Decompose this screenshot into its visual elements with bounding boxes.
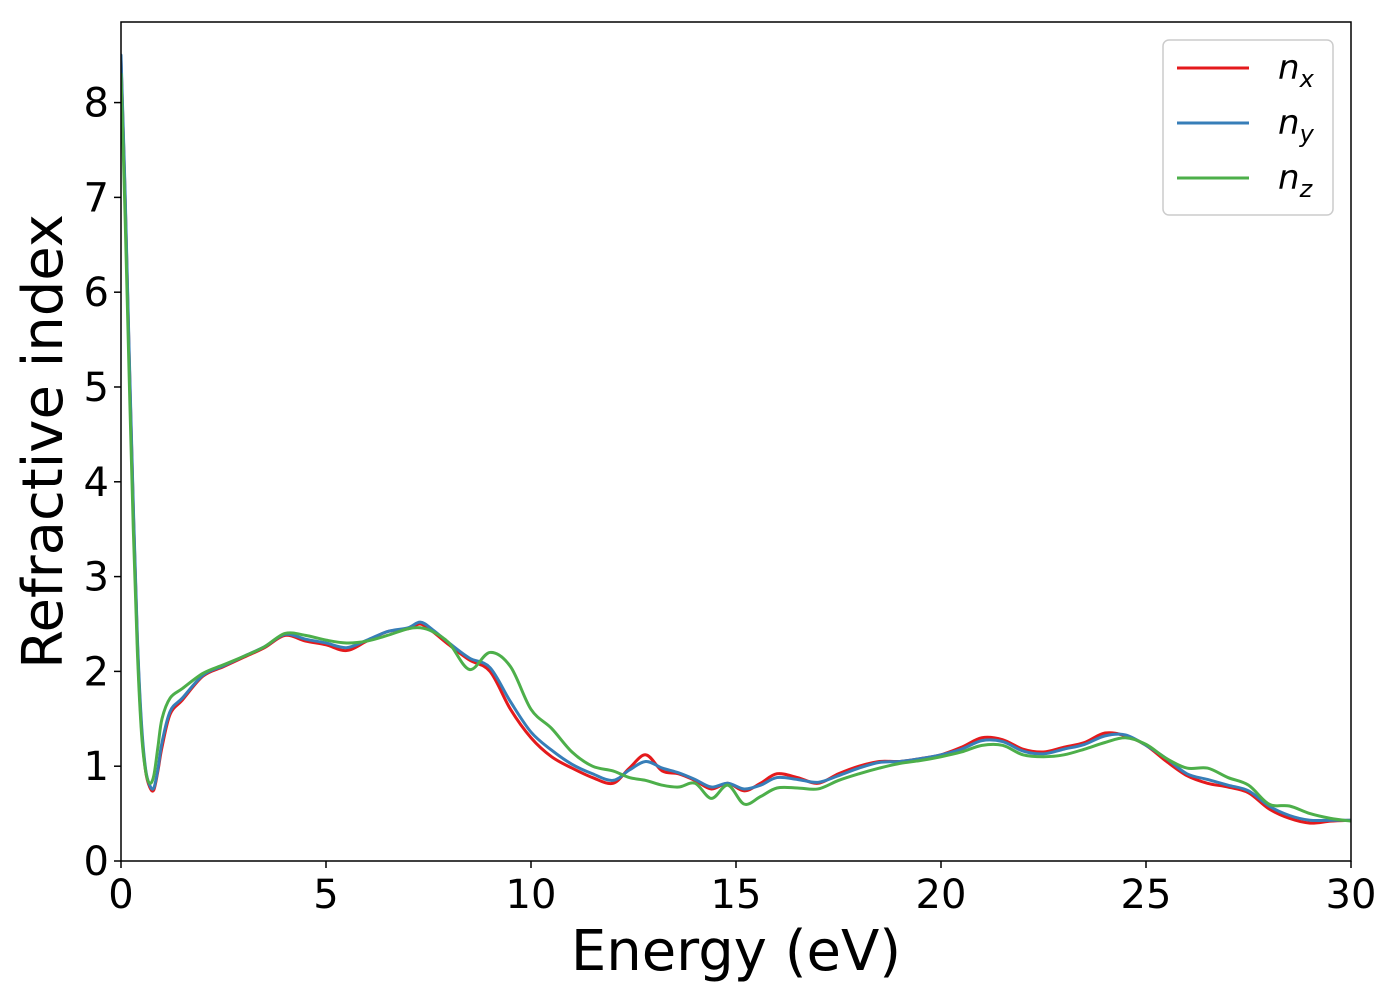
y-tick-label: 1 [84,744,109,790]
y-tick-label: 2 [84,649,109,695]
x-axis-ticks: 0 5 10 15 20 25 30 [108,861,1376,918]
y-tick-label: 3 [84,555,109,601]
series-line-ny [121,53,1351,823]
x-tick-label: 5 [313,872,338,918]
y-tick-label: 5 [84,365,109,411]
legend-label-nx: nx [1278,48,1315,93]
series-layer [121,53,1351,825]
x-tick-label: 30 [1326,872,1377,918]
legend-label-nz: nz [1278,158,1314,203]
y-tick-label: 7 [84,175,109,221]
x-tick-label: 20 [916,872,967,918]
y-axis-title: Refractive index [11,214,76,669]
x-axis-title: Energy (eV) [571,919,901,984]
x-tick-label: 25 [1121,872,1172,918]
y-tick-label: 8 [84,81,109,127]
series-line-nz [121,72,1351,823]
y-tick-label: 0 [84,839,109,885]
y-tick-label: 6 [84,270,109,316]
y-axis-ticks: 0 1 2 3 4 5 6 7 8 [84,81,121,885]
x-tick-label: 10 [506,872,557,918]
y-tick-label: 4 [84,460,109,506]
legend: nx ny nz [1162,39,1334,216]
x-tick-label: 0 [108,872,133,918]
x-tick-label: 15 [711,872,762,918]
legend-box [1162,39,1334,216]
legend-label-ny: ny [1278,103,1315,148]
